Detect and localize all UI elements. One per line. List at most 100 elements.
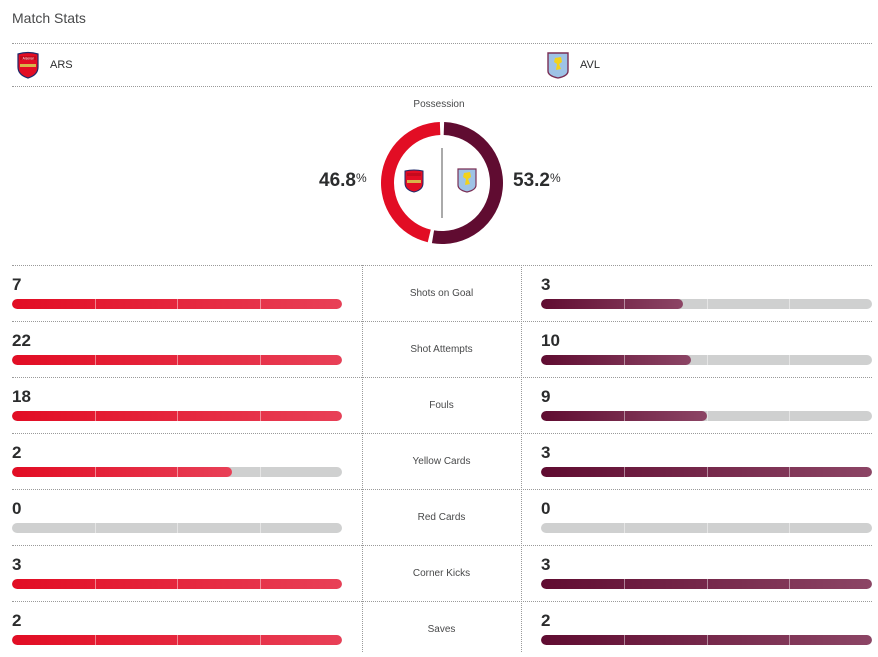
away-stat-bar [541, 635, 872, 645]
bar-segment [177, 635, 178, 645]
home-stat-bar-fill [12, 299, 342, 309]
home-stat-bar-fill [12, 579, 342, 589]
home-stat-bar-fill [12, 467, 232, 477]
divider [12, 43, 872, 44]
away-stat-value: 3 [541, 555, 551, 574]
home-stat-bar-fill [12, 411, 342, 421]
away-stat-bar-fill [541, 635, 872, 645]
home-stat-value: 7 [12, 275, 22, 294]
stat-label: Shot Attempts [410, 343, 473, 355]
home-team-abbr: ARS [50, 59, 73, 71]
bar-segment [259, 523, 261, 533]
bar-segment [259, 467, 261, 477]
stat-row: 3 Corner Kicks 3 [0, 545, 878, 601]
bar-segment [623, 467, 625, 477]
bar-segment [94, 299, 96, 309]
bar-segment [94, 467, 96, 477]
home-stat-bar [12, 411, 342, 421]
stat-label: Yellow Cards [412, 455, 471, 467]
away-stat-bar [541, 411, 872, 421]
bar-segment [789, 299, 791, 309]
bar-segment [177, 579, 178, 589]
bar-segment [94, 523, 96, 533]
home-stat-bar [12, 299, 342, 309]
away-stat-bar [541, 467, 872, 477]
bar-segment [789, 635, 791, 645]
away-stat-value: 0 [541, 499, 551, 518]
divider [12, 601, 872, 602]
away-stat-value: 3 [541, 275, 551, 294]
bar-segment [706, 579, 708, 589]
divider [12, 265, 872, 266]
bar-segment [259, 299, 261, 309]
home-stat-bar [12, 355, 342, 365]
away-possession-arc [431, 122, 503, 244]
bar-segment [706, 523, 708, 533]
stat-label: Fouls [429, 399, 454, 411]
bar-segment [623, 299, 625, 309]
stat-label: Red Cards [417, 511, 466, 523]
aston-villa-crest-icon [457, 168, 477, 193]
away-possession-value: 53.2% [513, 170, 561, 191]
home-stat-bar [12, 635, 342, 645]
away-stat-bar-fill [541, 467, 872, 477]
away-stat-bar-fill [541, 579, 872, 589]
divider [12, 545, 872, 546]
bar-segment [94, 411, 96, 421]
bar-segment [623, 635, 625, 645]
away-stat-bar [541, 299, 872, 309]
column-divider [521, 265, 522, 652]
away-team-header: AVL [546, 51, 600, 79]
home-possession-value: 46.8% [319, 170, 367, 191]
stat-label: Saves [427, 623, 456, 635]
away-stat-bar-fill [541, 355, 692, 365]
bar-segment [706, 467, 708, 477]
stat-row: 7 Shots on Goal 3 [0, 265, 878, 321]
bar-segment [623, 411, 625, 421]
away-stat-value: 3 [541, 443, 551, 462]
home-stat-value: 18 [12, 387, 31, 406]
home-stat-bar [12, 579, 342, 589]
bar-segment [623, 579, 625, 589]
bar-segment [177, 355, 178, 365]
match-stats-title: Match Stats [12, 10, 86, 26]
bar-segment [706, 299, 708, 309]
bar-segment [789, 579, 791, 589]
stat-row: 22 Shot Attempts 10 [0, 321, 878, 377]
stat-row: 0 Red Cards 0 [0, 489, 878, 545]
home-stat-bar-fill [12, 355, 342, 365]
home-stat-bar-fill [12, 635, 342, 645]
home-stat-value: 2 [12, 611, 22, 630]
divider [12, 433, 872, 434]
divider [12, 321, 872, 322]
bar-segment [706, 411, 708, 421]
bar-segment [789, 467, 791, 477]
bar-segment [177, 299, 178, 309]
bar-segment [789, 411, 791, 421]
bar-segment [789, 523, 791, 533]
home-stat-value: 3 [12, 555, 22, 574]
bar-segment [623, 355, 625, 365]
bar-segment [706, 355, 708, 365]
bar-segment [177, 523, 178, 533]
bar-segment [259, 355, 261, 365]
stat-row: 2 Yellow Cards 3 [0, 433, 878, 489]
home-possession-arc [381, 122, 441, 243]
home-team-header: Arsenal ARS [16, 51, 73, 79]
away-team-abbr: AVL [580, 59, 600, 71]
column-divider [362, 265, 363, 652]
stat-row: 18 Fouls 9 [0, 377, 878, 433]
possession-donut [381, 122, 503, 244]
divider [12, 377, 872, 378]
home-stat-value: 22 [12, 331, 31, 350]
away-stat-bar-fill [541, 299, 683, 309]
stat-label: Corner Kicks [412, 567, 471, 579]
bar-segment [259, 579, 261, 589]
away-stat-value: 10 [541, 331, 560, 350]
arsenal-crest-icon [404, 169, 424, 193]
stat-row: 2 Saves 2 [0, 601, 878, 657]
aston-villa-crest-icon [547, 52, 569, 79]
bar-segment [259, 635, 261, 645]
home-stat-value: 2 [12, 443, 22, 462]
bar-segment [94, 579, 96, 589]
